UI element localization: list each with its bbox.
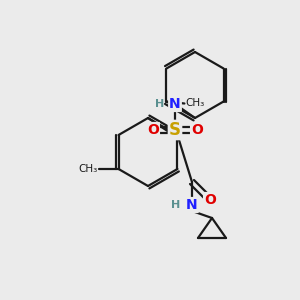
Text: O: O	[147, 123, 159, 137]
Text: O: O	[204, 193, 216, 207]
Text: N: N	[186, 198, 198, 212]
Text: CH₃: CH₃	[78, 164, 98, 174]
Text: H: H	[171, 200, 181, 210]
Text: CH₃: CH₃	[185, 98, 205, 109]
Text: O: O	[191, 123, 203, 137]
Text: N: N	[169, 97, 181, 111]
Text: S: S	[169, 121, 181, 139]
Text: H: H	[155, 99, 165, 109]
